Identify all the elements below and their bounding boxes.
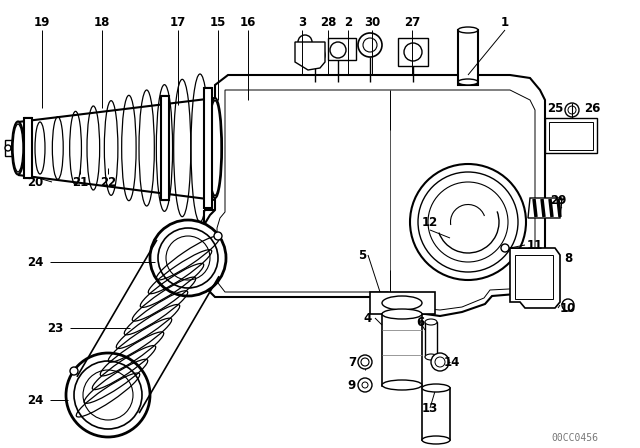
Ellipse shape (209, 100, 221, 195)
Ellipse shape (458, 79, 478, 85)
Circle shape (83, 370, 133, 420)
Text: 15: 15 (210, 16, 226, 29)
Circle shape (150, 220, 226, 296)
Text: 30: 30 (364, 16, 380, 29)
Bar (458, 30, 478, 85)
Circle shape (214, 232, 222, 240)
Text: 28: 28 (320, 16, 336, 29)
Text: 3: 3 (298, 16, 306, 29)
Circle shape (158, 228, 218, 288)
Circle shape (358, 378, 372, 392)
Circle shape (305, 45, 325, 65)
Circle shape (66, 353, 150, 437)
Circle shape (70, 367, 78, 375)
Text: 25: 25 (547, 102, 563, 115)
Ellipse shape (382, 309, 422, 319)
Text: 29: 29 (550, 194, 566, 207)
Polygon shape (204, 75, 545, 316)
Ellipse shape (458, 27, 478, 33)
Ellipse shape (422, 436, 450, 444)
Text: 1: 1 (501, 16, 509, 29)
Circle shape (501, 244, 509, 252)
Ellipse shape (425, 319, 437, 325)
Text: 8: 8 (564, 251, 572, 264)
Text: 6: 6 (416, 315, 424, 328)
Text: 27: 27 (404, 16, 420, 29)
Circle shape (298, 35, 312, 49)
Polygon shape (295, 42, 325, 70)
Text: 5: 5 (358, 249, 366, 262)
Bar (545, 118, 597, 153)
Text: 18: 18 (94, 16, 110, 29)
Text: 17: 17 (170, 16, 186, 29)
Ellipse shape (13, 124, 23, 172)
Circle shape (363, 38, 377, 52)
Circle shape (562, 299, 574, 311)
Text: 13: 13 (422, 401, 438, 414)
Circle shape (410, 164, 526, 280)
Bar (370, 292, 435, 314)
Ellipse shape (382, 296, 422, 310)
Bar (515, 255, 553, 299)
Text: 16: 16 (240, 16, 256, 29)
Bar (328, 38, 356, 60)
Circle shape (565, 103, 579, 117)
Text: 9: 9 (348, 379, 356, 392)
Circle shape (74, 361, 142, 429)
Circle shape (362, 382, 368, 388)
Circle shape (361, 358, 369, 366)
Bar (549, 122, 593, 150)
Text: 11: 11 (527, 238, 543, 251)
Text: 12: 12 (422, 215, 438, 228)
Bar (204, 88, 212, 208)
Ellipse shape (422, 384, 450, 392)
Circle shape (418, 172, 518, 272)
Text: 24: 24 (27, 255, 43, 268)
Ellipse shape (425, 354, 437, 360)
Circle shape (358, 355, 372, 369)
Circle shape (309, 49, 321, 61)
Ellipse shape (382, 380, 422, 390)
Text: 00CC0456: 00CC0456 (552, 433, 598, 443)
Text: 22: 22 (100, 176, 116, 189)
Text: 24: 24 (27, 393, 43, 406)
Circle shape (568, 106, 576, 114)
Text: 4: 4 (364, 311, 372, 324)
Bar (398, 38, 428, 66)
Circle shape (11, 145, 17, 151)
Text: 23: 23 (47, 322, 63, 335)
Bar (422, 388, 450, 440)
Circle shape (5, 145, 11, 151)
Ellipse shape (208, 98, 222, 198)
Circle shape (166, 236, 210, 280)
Bar (24, 118, 32, 178)
Text: 20: 20 (27, 176, 43, 189)
Text: 21: 21 (72, 176, 88, 189)
Circle shape (435, 357, 445, 367)
Circle shape (431, 353, 449, 371)
Circle shape (428, 182, 508, 262)
Circle shape (358, 33, 382, 57)
Text: 10: 10 (560, 302, 576, 314)
Text: 26: 26 (584, 102, 600, 115)
Circle shape (330, 42, 346, 58)
Circle shape (404, 43, 422, 61)
Polygon shape (528, 198, 562, 218)
Bar (382, 314, 422, 386)
Ellipse shape (12, 121, 24, 175)
Text: 14: 14 (444, 356, 460, 369)
Bar (161, 96, 169, 200)
Polygon shape (510, 248, 560, 308)
Text: 2: 2 (344, 16, 352, 29)
Bar (5, 140, 19, 156)
Bar (425, 322, 437, 357)
Text: 7: 7 (348, 356, 356, 369)
Text: 19: 19 (34, 16, 50, 29)
